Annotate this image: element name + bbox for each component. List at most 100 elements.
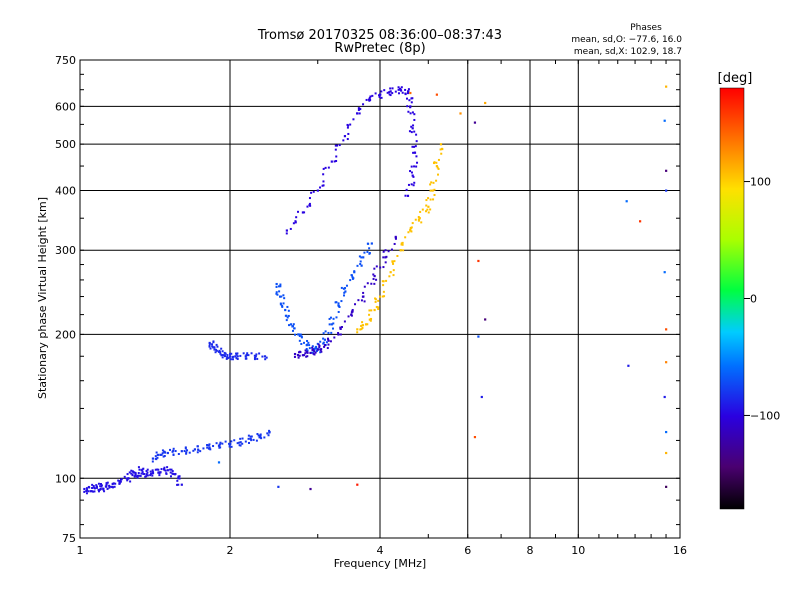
data-point xyxy=(357,107,360,110)
data-point xyxy=(99,482,102,485)
data-point xyxy=(213,348,216,351)
x-tick-label: 10 xyxy=(571,544,585,557)
data-point xyxy=(330,323,333,326)
data-point xyxy=(359,263,362,266)
data-point xyxy=(306,350,309,353)
data-point xyxy=(316,189,319,192)
data-point xyxy=(413,130,416,133)
data-point xyxy=(99,485,102,488)
data-point xyxy=(177,477,180,480)
data-point xyxy=(212,346,215,349)
data-point xyxy=(338,144,341,147)
data-point xyxy=(366,282,369,285)
data-point xyxy=(368,96,371,99)
data-point xyxy=(239,437,242,440)
data-point xyxy=(279,295,282,298)
data-point xyxy=(315,350,318,353)
data-point xyxy=(397,92,400,95)
data-point xyxy=(665,430,668,434)
data-point xyxy=(292,222,295,225)
data-point xyxy=(93,487,96,490)
data-point xyxy=(202,447,205,450)
data-point xyxy=(308,344,311,347)
data-point xyxy=(322,337,325,340)
data-point xyxy=(346,138,349,141)
data-point xyxy=(169,475,172,478)
data-point xyxy=(176,483,179,486)
data-point xyxy=(288,324,291,327)
data-point xyxy=(250,352,253,355)
data-point xyxy=(219,441,222,444)
data-point xyxy=(247,441,250,444)
data-point xyxy=(258,352,261,355)
data-point xyxy=(298,335,301,338)
data-point xyxy=(184,446,187,449)
data-point xyxy=(199,450,202,453)
data-point xyxy=(145,473,148,476)
data-point xyxy=(333,160,336,163)
y-tick-label: 75 xyxy=(62,532,76,545)
data-point xyxy=(369,95,372,98)
data-point xyxy=(372,273,375,276)
data-point xyxy=(311,351,314,354)
data-point xyxy=(285,229,288,232)
trace-e-layer-upper xyxy=(151,429,271,463)
data-point xyxy=(382,280,385,283)
data-point xyxy=(159,471,162,474)
data-point xyxy=(343,291,346,294)
data-point xyxy=(180,483,183,486)
data-point xyxy=(411,174,414,177)
data-point xyxy=(209,448,212,451)
data-point xyxy=(226,354,229,357)
data-point xyxy=(370,317,373,320)
data-point xyxy=(473,435,477,439)
data-point xyxy=(133,475,136,478)
data-point xyxy=(169,471,172,474)
data-point xyxy=(407,90,410,93)
data-point xyxy=(320,350,323,353)
data-point xyxy=(238,444,241,447)
data-point xyxy=(108,485,111,488)
data-point xyxy=(134,471,137,474)
data-point xyxy=(111,482,114,485)
data-point xyxy=(439,143,443,146)
data-point xyxy=(415,133,418,136)
data-point xyxy=(120,478,123,481)
data-point xyxy=(323,338,327,341)
data-point xyxy=(224,440,227,443)
data-point xyxy=(171,470,174,473)
data-point xyxy=(425,199,428,202)
data-point xyxy=(219,352,222,355)
data-point xyxy=(382,250,385,253)
data-point xyxy=(412,151,415,154)
data-point xyxy=(239,354,242,357)
data-point xyxy=(413,181,416,184)
data-point xyxy=(172,447,175,450)
data-point xyxy=(185,452,188,455)
data-point xyxy=(374,300,377,303)
data-point xyxy=(414,145,417,148)
data-point xyxy=(149,472,152,475)
data-point xyxy=(322,184,325,187)
x-tick-label: 16 xyxy=(673,544,687,557)
data-point xyxy=(340,326,343,329)
data-point xyxy=(146,474,149,477)
data-point xyxy=(172,473,175,476)
data-point xyxy=(339,333,342,336)
data-point xyxy=(408,130,411,133)
data-point xyxy=(159,453,162,456)
data-point xyxy=(90,490,93,493)
y-tick-label: 200 xyxy=(55,328,76,341)
data-point xyxy=(85,487,88,490)
data-point xyxy=(137,466,140,469)
data-point xyxy=(401,91,404,94)
data-point xyxy=(322,167,325,170)
data-point xyxy=(665,361,668,364)
data-point xyxy=(357,108,360,111)
data-point xyxy=(484,318,487,321)
data-point xyxy=(393,242,396,245)
data-point xyxy=(221,356,224,359)
data-point xyxy=(415,165,418,168)
data-point xyxy=(350,311,353,314)
data-point xyxy=(155,451,158,454)
